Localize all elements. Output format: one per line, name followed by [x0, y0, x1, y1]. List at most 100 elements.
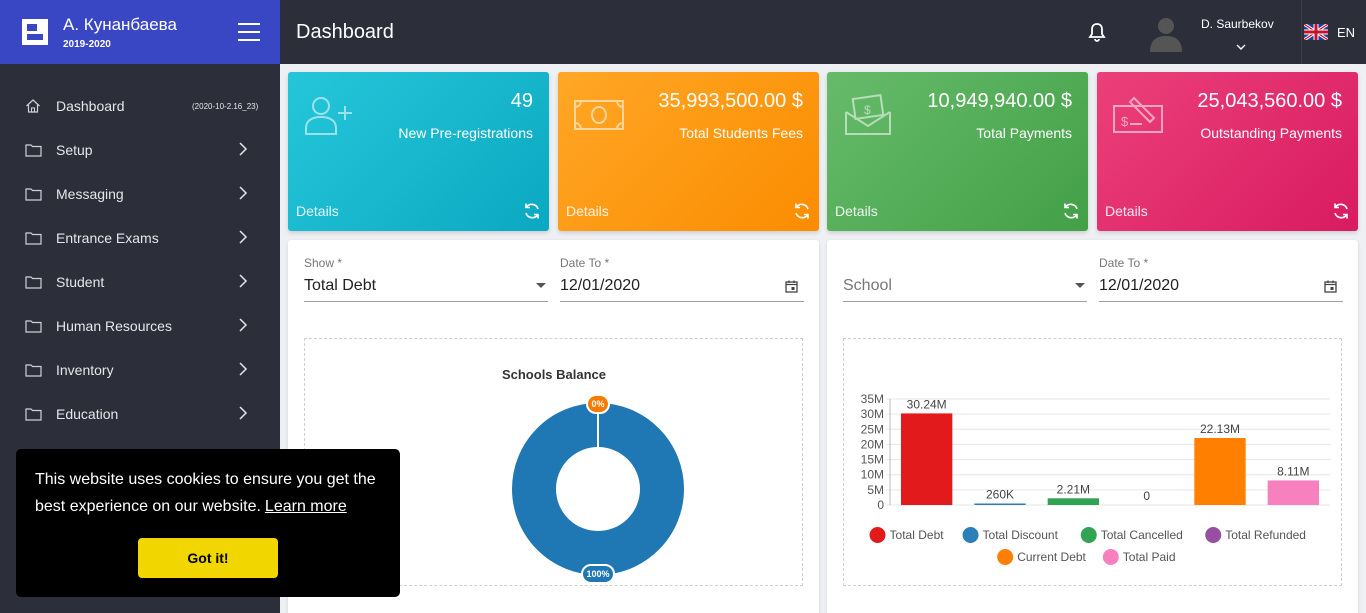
date-to-field[interactable]: Date To * 12/01/2020: [560, 256, 804, 302]
chevron-right-icon: [239, 362, 248, 376]
y-tick-label: 5M: [867, 483, 884, 497]
calendar-icon[interactable]: [785, 280, 798, 293]
bar[interactable]: [1267, 480, 1319, 505]
show-label: Show *: [304, 256, 343, 270]
y-tick-label: 35M: [861, 392, 884, 406]
folder-icon: [24, 142, 42, 158]
uk-flag-icon[interactable]: [1304, 24, 1328, 40]
legend-swatch: [1205, 527, 1222, 543]
date-to-value: 12/01/2020: [1099, 277, 1180, 294]
brand-name: А. Кунанбаева: [63, 14, 177, 34]
sidebar-item-education[interactable]: Education: [0, 392, 280, 436]
bar[interactable]: [974, 503, 1026, 506]
sidebar-item-label: Student: [56, 274, 105, 290]
sidebar-item-label: Entrance Exams: [56, 230, 159, 246]
chevron-right-icon: [239, 186, 248, 200]
top-bar: Dashboard D. Saurbekov EN: [280, 0, 1366, 64]
got-it-button[interactable]: Got it!: [138, 538, 278, 578]
refresh-icon[interactable]: [1332, 202, 1350, 220]
card-label: New Pre-registrations: [398, 125, 533, 141]
academic-year: 2019-2020: [63, 38, 111, 50]
legend-swatch: [1102, 549, 1119, 565]
legend-label[interactable]: Total Cancelled: [1101, 528, 1183, 542]
legend-label[interactable]: Current Debt: [1017, 550, 1086, 564]
card-new-pre-registrations: 49 New Pre-registrations Details: [288, 72, 549, 231]
refresh-icon[interactable]: [1062, 202, 1080, 220]
legend-swatch: [869, 527, 886, 543]
sidebar-nav: Dashboard (2020-10-2.16_23) Setup Messag…: [0, 84, 280, 436]
calendar-icon[interactable]: [1324, 280, 1337, 293]
add-user-icon: [305, 97, 352, 135]
bar-data-label: 2.21M: [1057, 482, 1090, 496]
sidebar-item-label: Human Resources: [56, 318, 172, 334]
version-label: (2020-10-2.16_23): [192, 101, 259, 111]
y-tick-label: 0: [877, 498, 884, 512]
folder-icon: [24, 186, 42, 202]
show-value: Total Debt: [304, 277, 377, 294]
user-name[interactable]: D. Saurbekov: [1201, 17, 1274, 31]
card-value: 49: [510, 90, 533, 112]
sidebar-item-setup[interactable]: Setup: [0, 128, 280, 172]
cookie-banner: This website uses cookies to ensure you …: [16, 449, 400, 597]
bar[interactable]: [1194, 437, 1246, 505]
date-to-label: Date To *: [1099, 256, 1149, 270]
learn-more-link[interactable]: Learn more: [264, 498, 347, 515]
sidebar-item-human-resources[interactable]: Human Resources: [0, 304, 280, 348]
date-to-field[interactable]: Date To * 12/01/2020: [1099, 256, 1343, 302]
y-tick-label: 20M: [861, 437, 884, 451]
folder-icon: [24, 318, 42, 334]
refresh-icon[interactable]: [523, 202, 541, 220]
legend-label[interactable]: Total Paid: [1123, 550, 1176, 564]
legend-label[interactable]: Total Discount: [983, 528, 1059, 542]
sidebar-item-entrance-exams[interactable]: Entrance Exams: [0, 216, 280, 260]
card-label: Total Students Fees: [679, 125, 803, 141]
date-to-value: 12/01/2020: [560, 277, 641, 294]
details-link[interactable]: Details: [566, 203, 609, 219]
brand-logo: [22, 19, 48, 45]
check-pen-icon: $: [1113, 96, 1163, 133]
chevron-down-icon[interactable]: [1236, 43, 1246, 51]
card-value: 25,043,560.00 $: [1197, 90, 1342, 112]
chevron-right-icon: [239, 318, 248, 332]
menu-toggle-icon[interactable]: [238, 23, 260, 41]
legend-swatch: [997, 549, 1014, 565]
data-label-bubble: [581, 564, 615, 584]
sidebar-item-student[interactable]: Student: [0, 260, 280, 304]
show-select[interactable]: Show * Total Debt: [304, 256, 548, 302]
chart-title: Schools Balance: [502, 367, 606, 382]
schools-balance-chart: Schools Balance 0% 100%: [304, 338, 803, 586]
legend-label[interactable]: Total Refunded: [1225, 528, 1306, 542]
card-label: Outstanding Payments: [1200, 125, 1342, 141]
money-envelope-icon: $: [845, 94, 891, 135]
donut-chart: Schools Balance 0% 100%: [502, 367, 684, 584]
bar-data-label: 8.11M: [1277, 464, 1309, 478]
sidebar-item-messaging[interactable]: Messaging: [0, 172, 280, 216]
card-label: Total Payments: [976, 125, 1072, 141]
bar[interactable]: [1047, 498, 1099, 505]
y-tick-label: 10M: [861, 468, 884, 482]
avatar[interactable]: [1146, 12, 1186, 52]
svg-text:$: $: [864, 103, 871, 117]
details-link[interactable]: Details: [296, 203, 339, 219]
bar[interactable]: [901, 413, 953, 505]
sidebar-item-inventory[interactable]: Inventory: [0, 348, 280, 392]
school-select[interactable]: School: [843, 256, 1087, 302]
bar-data-label: 0: [1143, 489, 1150, 503]
refresh-icon[interactable]: [793, 202, 811, 220]
data-label: 0%: [591, 399, 604, 409]
legend-swatch: [962, 527, 979, 543]
card-total-students-fees: 35,993,500.00 $ Total Students Fees Deta…: [558, 72, 819, 231]
language-selector[interactable]: EN: [1337, 25, 1356, 40]
sidebar-item-dashboard[interactable]: Dashboard (2020-10-2.16_23): [0, 84, 280, 128]
notification-bell-icon[interactable]: [1086, 21, 1108, 43]
folder-icon: [24, 230, 42, 246]
bar-data-label: 30.24M: [907, 397, 947, 411]
legend-label[interactable]: Total Debt: [890, 528, 945, 542]
chevron-right-icon: [239, 142, 248, 156]
details-link[interactable]: Details: [835, 203, 878, 219]
legend-swatch: [1080, 527, 1097, 543]
debt-bar-chart: 0 5M 10M 15M 20M 25M 30M 35M 30.24M 260K 2.21M 0 22…: [843, 338, 1342, 586]
details-link[interactable]: Details: [1105, 203, 1148, 219]
y-tick-label: 15M: [861, 453, 884, 467]
